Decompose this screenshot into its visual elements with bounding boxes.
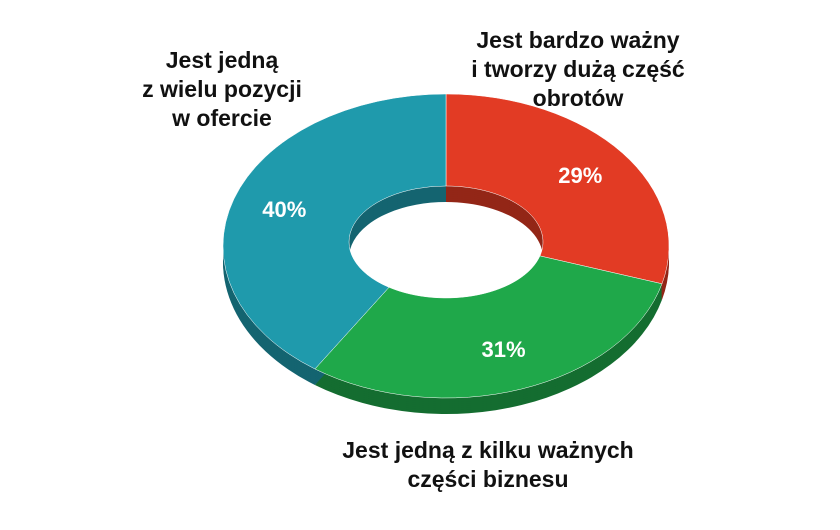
slice — [314, 255, 663, 399]
donut-top — [222, 93, 670, 399]
category-label: Jest jedną z kilku ważnych — [342, 437, 633, 463]
category-label: Jest bardzo ważny — [476, 27, 679, 53]
slice — [222, 93, 447, 370]
labels: 29% Jest bardzo ważny i tworzy dużą część o… — [142, 27, 685, 492]
slice — [445, 93, 670, 285]
category-label: części biznesu — [407, 466, 568, 492]
category-label: z wielu pozycji — [142, 76, 302, 102]
value-label: 29% — [558, 163, 602, 188]
category-label: obrotów — [533, 85, 624, 111]
category-label: i tworzy dużą część — [471, 56, 685, 82]
category-label: Jest jedną — [166, 47, 279, 73]
category-label: w ofercie — [171, 105, 272, 131]
value-label: 40% — [262, 197, 306, 222]
value-label: 31% — [482, 337, 526, 362]
